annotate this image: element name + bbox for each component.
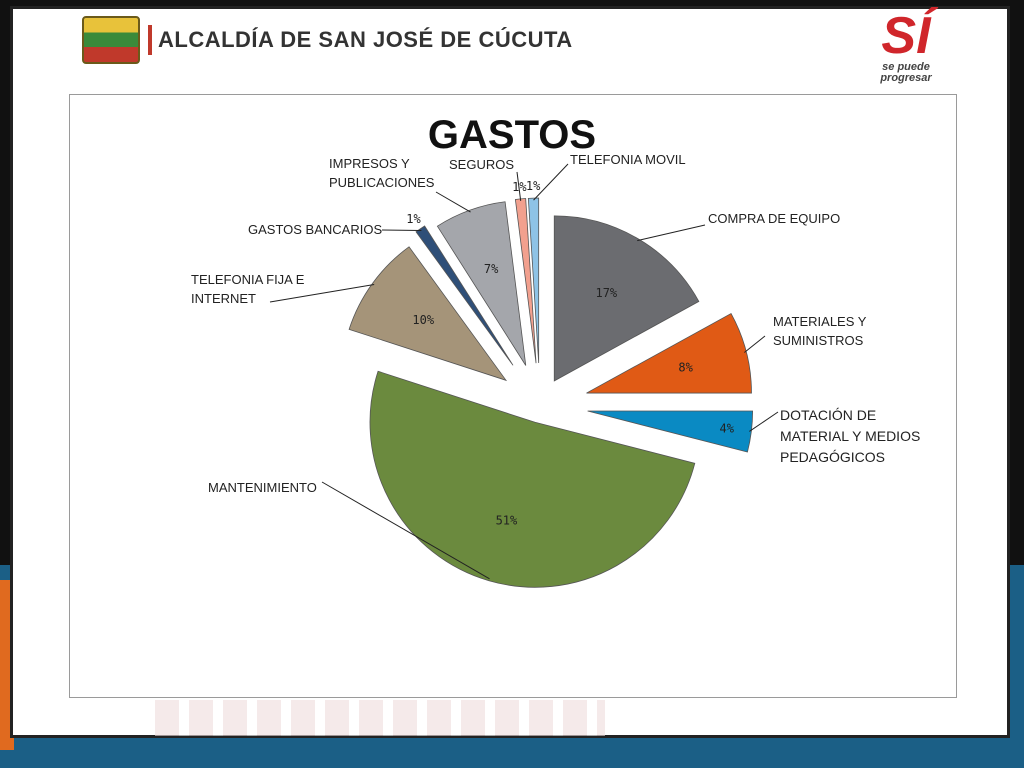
pie-slice [586,313,752,394]
pie-slice [436,201,527,366]
slice-percent-label: 1% [512,180,527,194]
slice-category-label: COMPRA DE EQUIPO [708,211,840,226]
slice-percent-label: 8% [678,361,693,375]
leader-line [321,481,490,580]
slice-category-label: IMPRESOS Y PUBLICACIONES [329,156,435,190]
pie-slice [369,370,696,588]
slice-percent-label: 4% [720,422,735,436]
leader-line [749,411,779,432]
pie-slice [587,410,754,453]
leader-line [269,284,375,303]
slice-percent-label: 51% [496,514,518,528]
slice-percent-label: 1% [526,179,541,193]
slice-category-label: SEGUROS [449,157,514,172]
slice-category-label: TELEFONIA MOVIL [570,152,686,167]
slice-category-label: GASTOS BANCARIOS [248,222,382,237]
brand-line-2: progresar [880,72,932,84]
slice-category-label: MANTENIMIENTO [208,480,317,495]
chart-title: GASTOS [428,113,596,157]
brand-line-1: se puede [882,61,930,73]
slice-percent-label: 10% [412,313,434,327]
pie-slice [527,197,540,364]
leader-line [533,163,569,201]
leader-line [516,171,522,201]
slice-percent-label: 7% [484,262,499,276]
leader-line [435,191,471,213]
pie-slice [348,246,508,382]
coat-of-arms-icon [82,16,140,64]
watermark [155,700,605,736]
brand-logo: SÍ se puede progresar [864,10,948,84]
slice-category-label: MATERIALES Y SUMINISTROS [773,314,867,348]
header-logo: ALCALDÍA DE SAN JOSÉ DE CÚCUTA [82,16,573,64]
leader-line [744,335,766,353]
slice-category-label: DOTACIÓN DE MATERIAL Y MEDIOS PEDAGÓGICOS [780,407,920,465]
slice-percent-label: 1% [406,212,421,226]
chart-area [69,94,957,698]
slice-percent-label: 17% [595,286,617,300]
brand-big-text: SÍ [881,7,931,65]
pie-slice [553,215,700,382]
header-title: ALCALDÍA DE SAN JOSÉ DE CÚCUTA [158,27,573,52]
pie-slice [415,225,514,366]
header-separator [148,25,152,55]
slice-category-label: TELEFONIA FIJA E INTERNET [191,272,305,306]
leader-line [637,224,706,242]
